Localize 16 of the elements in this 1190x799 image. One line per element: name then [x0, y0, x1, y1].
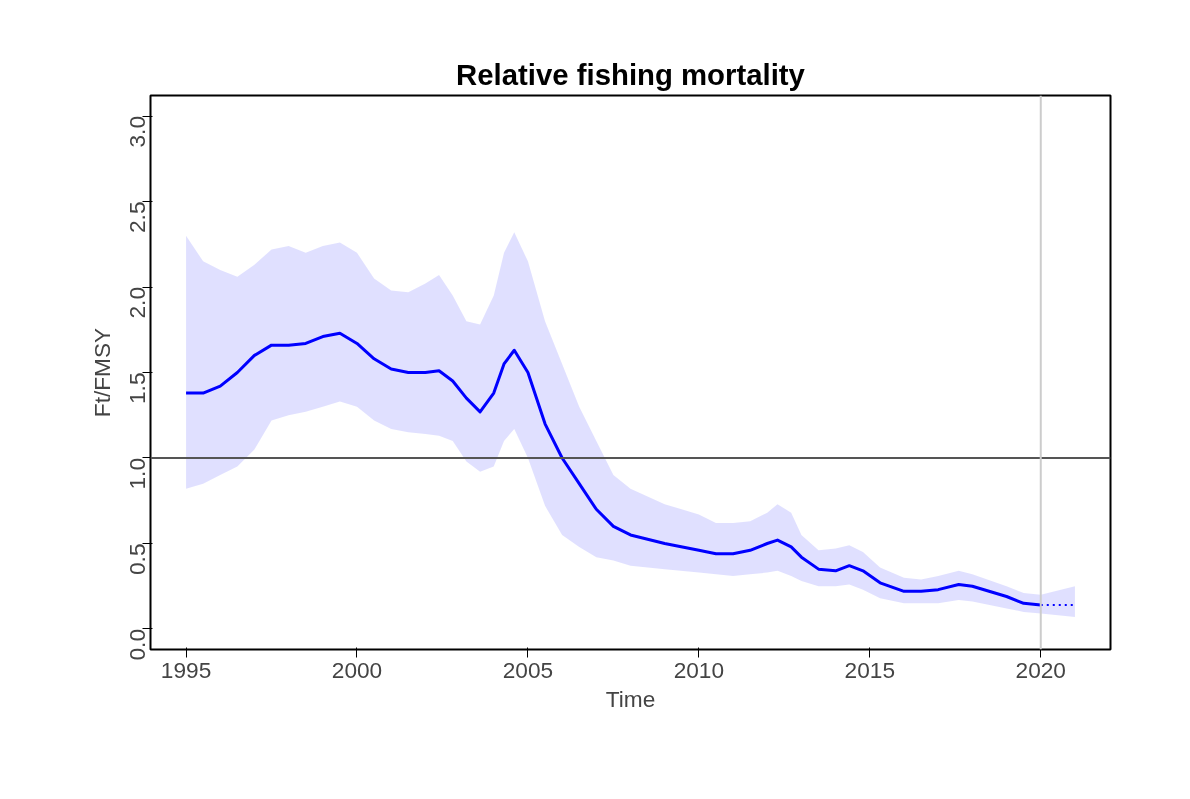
x-tick-label: 2020 [1015, 656, 1066, 683]
y-tick-label: 2.0 [124, 287, 150, 319]
x-tick-label: 2005 [502, 656, 554, 683]
y-tick-label: 3.0 [124, 116, 150, 148]
x-tick-label: 1995 [160, 656, 212, 683]
x-tick-label: 2015 [844, 656, 896, 683]
chart-title: Relative fishing mortality [456, 57, 806, 91]
y-tick-label: 1.0 [124, 457, 150, 490]
x-tick-label: 2010 [673, 656, 725, 683]
y-tick-label: 1.5 [124, 372, 150, 404]
y-tick-label: 2.5 [124, 201, 150, 234]
y-tick-label: 0.0 [124, 628, 150, 661]
x-tick-label: 2000 [331, 656, 383, 683]
x-axis-title: Time [605, 685, 656, 712]
y-tick-label: 0.5 [124, 543, 150, 575]
y-axis-title: Ft/FMSY [88, 327, 115, 418]
